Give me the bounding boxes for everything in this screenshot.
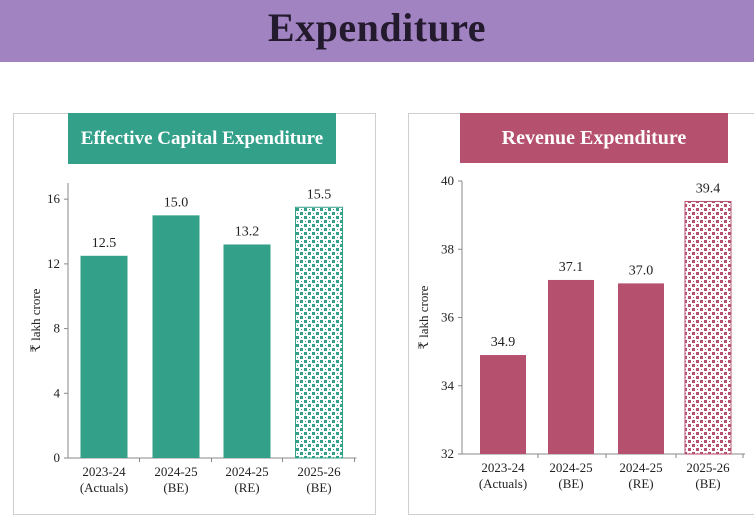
capital-bar — [152, 215, 200, 458]
page-title: Expenditure — [267, 5, 487, 50]
capital-expenditure-chart: 0 4 8 12 16 ₹ lakh crore 12.5 2023-24(Actuals) 1… — [28, 183, 357, 495]
revenue-y-tick-label: 36 — [441, 310, 455, 325]
capital-y-tick-label: 16 — [47, 191, 61, 206]
capital-category-sublabel: (RE) — [234, 480, 259, 495]
capital-bar — [80, 255, 128, 458]
capital-bar — [295, 206, 343, 459]
capital-bar — [223, 244, 271, 458]
revenue-value-label: 39.4 — [696, 181, 721, 196]
revenue-category-sublabel: (RE) — [628, 476, 653, 491]
revenue-category-label: 2025-26 — [686, 460, 730, 475]
revenue-category-label: 2024-25 — [619, 460, 662, 475]
revenue-value-label: 37.1 — [559, 260, 584, 275]
capital-value-label: 15.5 — [307, 187, 332, 202]
capital-category-sublabel: (BE) — [163, 480, 188, 495]
capital-category-sublabel: (Actuals) — [80, 480, 128, 495]
revenue-value-label: 34.9 — [491, 335, 516, 350]
capital-category-sublabel: (BE) — [306, 480, 331, 495]
title-banner — [0, 0, 754, 62]
revenue-category-sublabel: (BE) — [695, 476, 720, 491]
revenue-expenditure-chart: 32 34 36 38 40 ₹ lakh crore 34.9 2023-24(Actual… — [416, 173, 745, 491]
revenue-category-sublabel: (Actuals) — [479, 476, 527, 491]
capital-category-label: 2025-26 — [297, 464, 341, 479]
capital-y-tick-label: 8 — [54, 321, 61, 336]
revenue-value-label: 37.0 — [629, 263, 654, 278]
capital-category-label: 2023-24 — [82, 464, 126, 479]
revenue-category-sublabel: (BE) — [558, 476, 583, 491]
revenue-chart-title: Revenue Expenditure — [460, 113, 728, 163]
revenue-y-axis-label: ₹ lakh crore — [416, 285, 431, 349]
capital-value-label: 12.5 — [92, 236, 117, 251]
capital-y-tick-label: 4 — [54, 385, 61, 400]
capital-y-tick-label: 0 — [54, 450, 61, 465]
revenue-category-label: 2023-24 — [481, 460, 525, 475]
revenue-bar — [548, 279, 594, 454]
capital-value-label: 13.2 — [235, 224, 260, 239]
revenue-bar — [480, 355, 526, 454]
revenue-category-label: 2024-25 — [549, 460, 592, 475]
capital-y-tick-label: 12 — [47, 256, 60, 271]
revenue-y-tick-label: 38 — [441, 241, 454, 256]
revenue-y-tick-label: 32 — [441, 446, 454, 461]
revenue-bar — [618, 283, 664, 454]
capital-chart-title: Effective Capital Expenditure — [68, 113, 336, 164]
revenue-y-tick-label: 40 — [441, 173, 454, 188]
revenue-y-tick-label: 34 — [441, 378, 455, 393]
capital-y-axis-label: ₹ lakh crore — [28, 288, 43, 352]
revenue-bar — [684, 200, 732, 455]
capital-category-label: 2024-25 — [154, 464, 197, 479]
capital-value-label: 15.0 — [164, 195, 189, 210]
capital-category-label: 2024-25 — [225, 464, 268, 479]
